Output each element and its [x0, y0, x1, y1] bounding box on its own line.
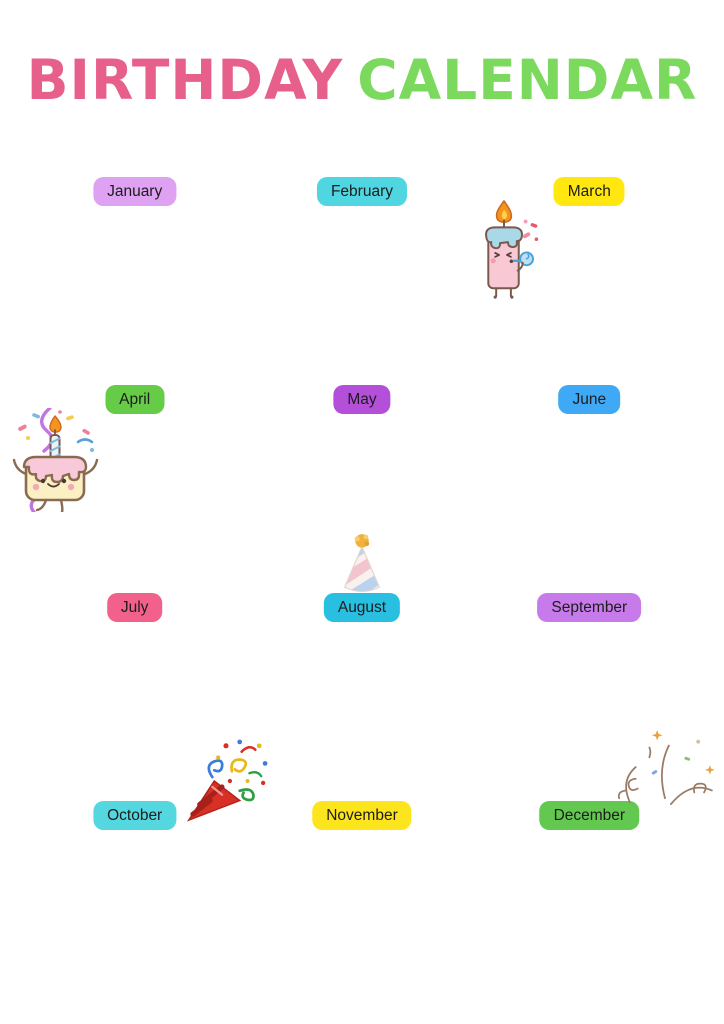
confetti-doodle-icon — [610, 728, 720, 810]
month-card-february: February — [257, 177, 466, 332]
month-label-may: May — [333, 385, 391, 415]
party-hat-icon — [335, 532, 389, 594]
wavy-border — [43, 616, 225, 742]
month-card-november: November — [257, 801, 466, 956]
party-popper-icon — [183, 736, 269, 826]
month-label-december: December — [539, 801, 640, 831]
wavy-border — [43, 200, 225, 326]
page-title: BIRTHDAY CALENDAR — [0, 48, 724, 112]
month-label-june: June — [558, 385, 621, 415]
month-card-april: April — [12, 385, 239, 540]
month-label-october: October — [93, 801, 177, 831]
month-card-august: August — [257, 534, 466, 748]
month-label-september: September — [537, 593, 642, 623]
month-card-july: July — [30, 593, 239, 748]
title-word-birthday: BIRTHDAY — [26, 48, 344, 112]
wavy-border — [498, 616, 680, 742]
month-label-april: April — [105, 385, 165, 415]
title-word-calendar: CALENDAR — [357, 48, 698, 112]
wavy-border — [498, 408, 680, 534]
wavy-border — [270, 824, 453, 950]
month-card-december: December — [485, 729, 715, 956]
month-label-july: July — [106, 593, 163, 623]
month-card-october: October — [30, 739, 268, 956]
month-card-june: June — [485, 385, 694, 540]
month-card-january: January — [30, 177, 239, 332]
wavy-border — [43, 824, 225, 950]
month-label-march: March — [553, 177, 625, 207]
wavy-border — [270, 200, 453, 326]
wavy-border — [270, 408, 453, 534]
month-card-march: March — [484, 177, 694, 332]
birthday-cake-icon — [0, 408, 116, 512]
month-label-february: February — [316, 177, 407, 207]
month-label-january: January — [93, 177, 177, 207]
wavy-border — [270, 616, 453, 742]
calendar-grid: January February March — [12, 177, 715, 956]
month-card-may: May — [257, 385, 466, 540]
month-label-august: August — [323, 593, 401, 623]
month-label-november: November — [312, 801, 412, 831]
wavy-border — [498, 824, 680, 950]
birthday-candle-icon — [465, 196, 545, 304]
month-card-september: September — [485, 593, 694, 748]
